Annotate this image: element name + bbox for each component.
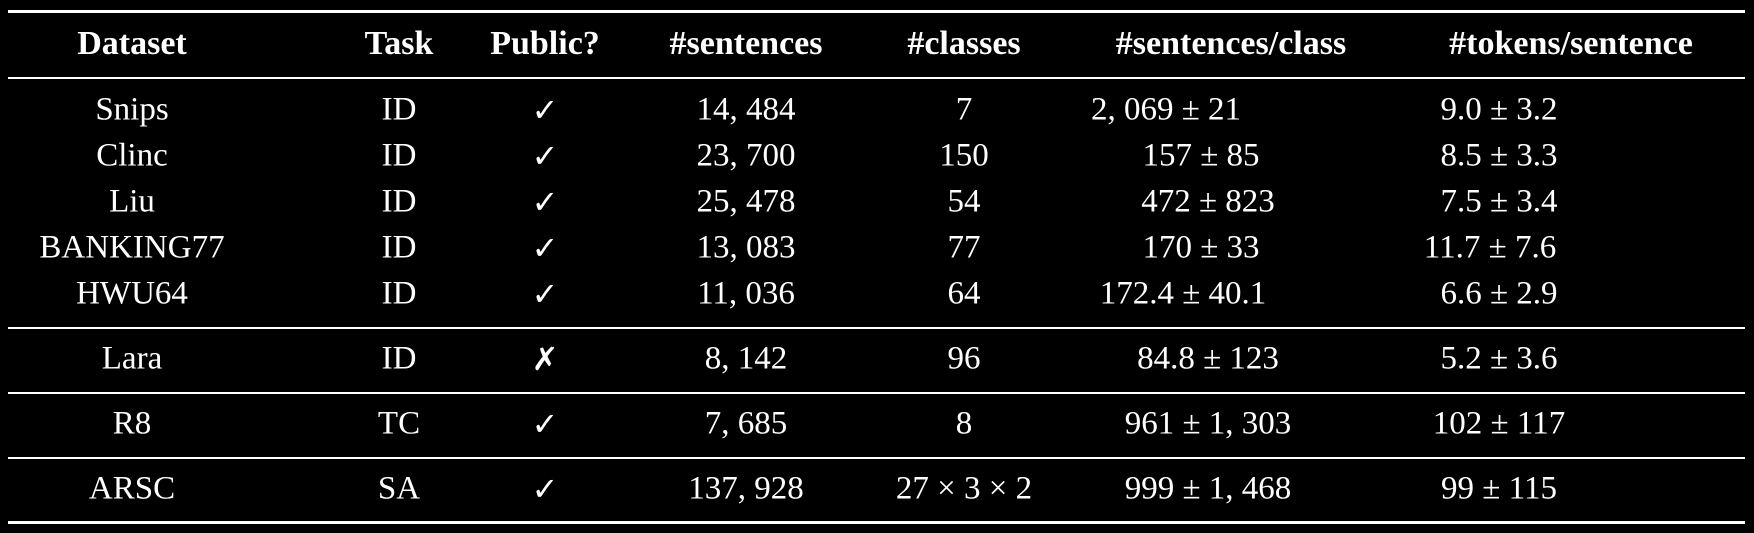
cell-sentences: 7, 685	[704, 405, 788, 442]
cell-classes: 150	[939, 137, 989, 174]
cell-sentences-per-class: 472 ± 823	[1141, 183, 1275, 220]
cell-sentences-per-class: 170 ± 33	[1142, 229, 1260, 266]
cell-dataset: Lara	[101, 340, 163, 377]
cell-sentences: 8, 142	[704, 340, 788, 377]
column-header-sentences: #sentences	[669, 25, 823, 62]
table-top-rule	[8, 10, 1745, 13]
cell-tokens-per-sentence: 9.0 ± 3.2	[1440, 91, 1558, 128]
cell-tokens-per-sentence: 7.5 ± 3.4	[1440, 183, 1558, 220]
column-header-tokens-per-sentence: #tokens/sentence	[1449, 25, 1693, 62]
cell-dataset: Snips	[95, 91, 169, 128]
cell-dataset: R8	[112, 405, 152, 442]
group-divider-rule	[8, 457, 1745, 459]
cell-task: SA	[377, 470, 421, 507]
column-header-sentences-per-class: #sentences/class	[1115, 25, 1347, 62]
cell-sentences-per-class: 2, 069 ± 21	[1090, 91, 1242, 128]
cell-classes: 27 × 3 × 2	[895, 470, 1033, 507]
cell-dataset: HWU64	[76, 275, 188, 312]
cell-sentences-per-class: 172.4 ± 40.1	[1099, 275, 1267, 312]
checkmark-icon: ✓	[531, 183, 559, 221]
table-bottom-rule	[8, 521, 1745, 524]
cell-classes: 96	[947, 340, 981, 377]
checkmark-icon: ✓	[531, 137, 559, 175]
cell-task: ID	[381, 137, 417, 174]
checkmark-icon: ✓	[531, 405, 559, 443]
cell-sentences: 23, 700	[696, 137, 796, 174]
cell-dataset: BANKING77	[39, 229, 225, 266]
cell-tokens-per-sentence: 6.6 ± 2.9	[1440, 275, 1558, 312]
column-header-task: Task	[364, 25, 434, 62]
cell-tokens-per-sentence: 8.5 ± 3.3	[1440, 137, 1558, 174]
cell-sentences: 14, 484	[696, 91, 796, 128]
cell-task: ID	[381, 91, 417, 128]
cell-dataset: Clinc	[96, 137, 168, 174]
cell-sentences-per-class: 961 ± 1, 303	[1124, 405, 1292, 442]
checkmark-icon: ✓	[531, 229, 559, 267]
cell-dataset: Liu	[109, 183, 155, 220]
cell-task: TC	[377, 405, 421, 442]
cell-sentences: 13, 083	[696, 229, 796, 266]
cell-sentences-per-class: 157 ± 85	[1142, 137, 1260, 174]
group-divider-rule	[8, 327, 1745, 329]
cell-classes: 54	[947, 183, 981, 220]
group-divider-rule	[8, 392, 1745, 394]
column-header-dataset: Dataset	[77, 25, 187, 62]
column-header-classes: #classes	[907, 25, 1021, 62]
header-rule	[8, 77, 1745, 79]
cell-task: ID	[381, 183, 417, 220]
cell-tokens-per-sentence: 5.2 ± 3.6	[1440, 340, 1558, 377]
cell-sentences: 137, 928	[688, 470, 804, 507]
cell-sentences-per-class: 84.8 ± 123	[1137, 340, 1279, 377]
cell-classes: 7	[955, 91, 973, 128]
checkmark-icon: ✓	[531, 275, 559, 313]
cell-classes: 8	[955, 405, 973, 442]
cell-task: ID	[381, 340, 417, 377]
cell-sentences: 25, 478	[696, 183, 796, 220]
cell-classes: 64	[947, 275, 981, 312]
cell-task: ID	[381, 275, 417, 312]
checkmark-icon: ✓	[531, 91, 559, 129]
cross-icon: ✗	[531, 340, 559, 378]
cell-dataset: ARSC	[88, 470, 176, 507]
cell-sentences: 11, 036	[697, 275, 795, 312]
cell-tokens-per-sentence: 102 ± 117	[1432, 405, 1566, 442]
cell-tokens-per-sentence: 99 ± 115	[1441, 470, 1557, 507]
cell-sentences-per-class: 999 ± 1, 468	[1124, 470, 1292, 507]
cell-tokens-per-sentence: 11.7 ± 7.6	[1423, 229, 1557, 266]
checkmark-icon: ✓	[531, 470, 559, 508]
cell-classes: 77	[947, 229, 981, 266]
cell-task: ID	[381, 229, 417, 266]
column-header-public: Public?	[490, 25, 600, 62]
